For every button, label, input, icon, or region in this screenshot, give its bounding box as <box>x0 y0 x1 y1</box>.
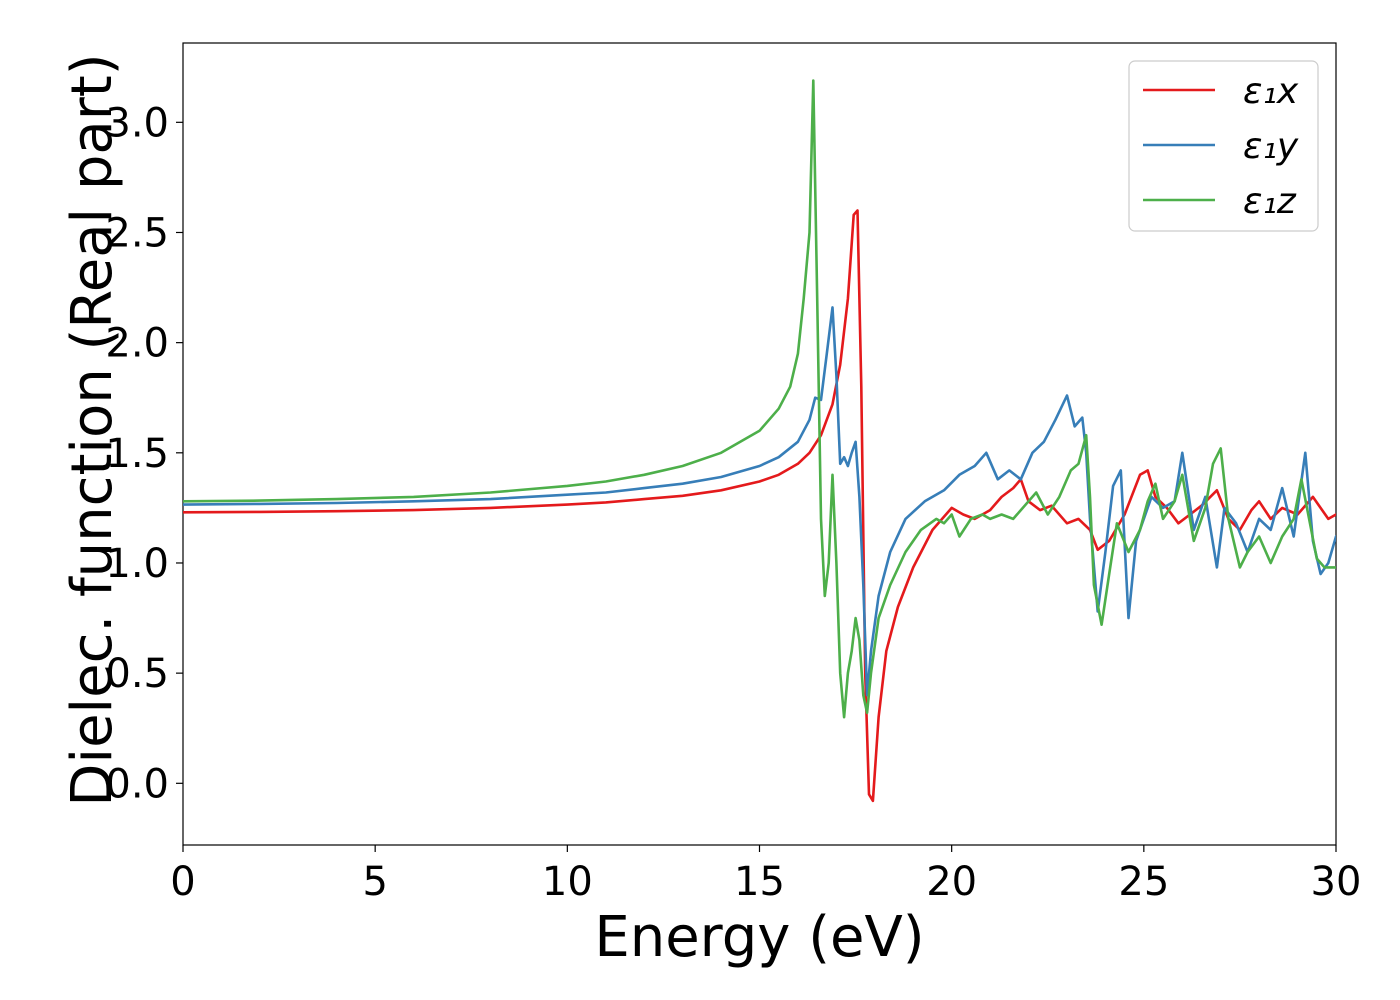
y-tick-label: 1.0 <box>105 541 169 587</box>
series-line-2 <box>183 306 1336 697</box>
series-line-3 <box>183 79 1336 719</box>
y-tick-label: 2.5 <box>105 210 169 256</box>
x-tick-label: 15 <box>734 859 785 905</box>
x-tick-label: 30 <box>1311 859 1362 905</box>
y-axis-label: Dielec. function (Real part) <box>60 53 125 806</box>
y-tick-label: 3.0 <box>105 100 169 146</box>
x-tick-label: 5 <box>362 859 387 905</box>
y-tick-label: 0.0 <box>105 761 169 807</box>
x-axis-ticks: 0 5 10 15 20 25 30 <box>170 845 1361 905</box>
x-tick-label: 25 <box>1118 859 1169 905</box>
legend: ε₁x ε₁y ε₁z <box>1128 60 1319 232</box>
x-tick-label: 20 <box>926 859 977 905</box>
series-layer <box>183 79 1336 803</box>
x-axis-label: Energy (eV) <box>594 905 924 970</box>
legend-entry-label: ε₁z <box>1243 181 1297 222</box>
y-tick-label: 0.5 <box>105 651 169 697</box>
x-tick-label: 10 <box>542 859 593 905</box>
x-tick-label: 0 <box>170 859 195 905</box>
legend-entry-label: ε₁x <box>1243 71 1299 112</box>
series-line-1 <box>183 209 1336 803</box>
y-axis-ticks: 0.0 0.5 1.0 1.5 2.0 2.5 3.0 <box>105 100 183 807</box>
y-tick-label: 2.0 <box>105 321 169 367</box>
legend-box <box>1128 60 1319 232</box>
y-tick-label: 1.5 <box>105 431 169 477</box>
legend-entry-label: ε₁y <box>1243 126 1299 167</box>
